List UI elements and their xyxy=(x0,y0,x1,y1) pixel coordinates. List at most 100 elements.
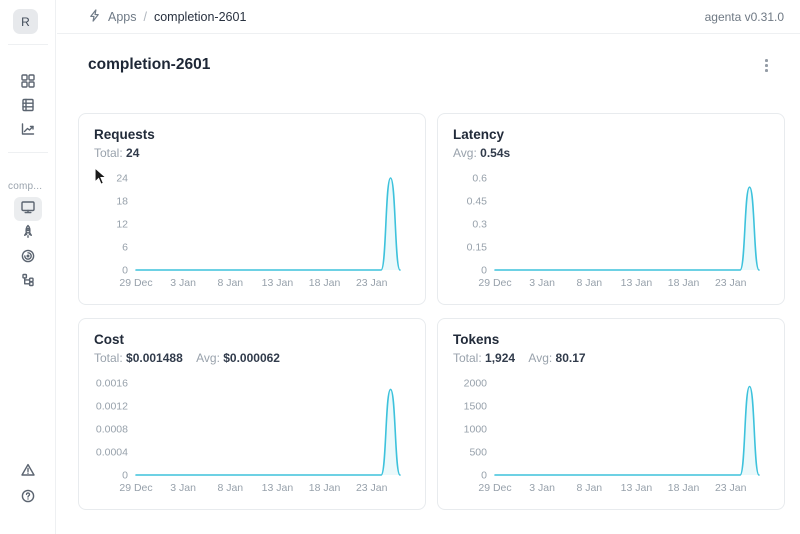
card-title: Requests xyxy=(94,127,155,142)
y-tick-label: 0 xyxy=(481,265,487,277)
y-tick-label: 500 xyxy=(469,447,487,459)
sidebar-item-registry[interactable] xyxy=(14,95,42,119)
rocket-icon xyxy=(20,224,36,245)
x-tick-label: 3 Jan xyxy=(170,482,196,494)
x-tick-label: 23 Jan xyxy=(715,482,747,494)
grid-icon xyxy=(20,73,36,94)
y-tick-label: 0.15 xyxy=(467,242,488,254)
x-tick-label: 23 Jan xyxy=(356,277,388,289)
x-tick-label: 23 Jan xyxy=(715,277,747,289)
alert-triangle-icon xyxy=(20,462,36,483)
card-title: Latency xyxy=(453,127,505,142)
series-line xyxy=(135,177,401,271)
charts-grid: Requests Total: 24 0 6 12 18 24 29 Dec 3 Jan 8 … xyxy=(78,113,785,510)
y-tick-label: 18 xyxy=(116,196,128,208)
breadcrumb-current: completion-2601 xyxy=(153,9,247,24)
chart-svg: 0 6 12 18 24 29 Dec 3 Jan 8 Jan 13 Jan 18 Jan 23 J… xyxy=(116,173,401,289)
x-tick-label: 18 Jan xyxy=(668,482,700,494)
x-tick-label: 3 Jan xyxy=(170,277,196,289)
y-tick-label: 0.0016 xyxy=(96,378,128,390)
x-tick-label: 23 Jan xyxy=(356,482,388,494)
x-tick-label: 8 Jan xyxy=(217,482,243,494)
page-title: completion-2601 xyxy=(88,56,211,74)
tokens-card: Tokens Total: 1,924 Avg: 80.17 0 500 1000 1… xyxy=(437,318,785,510)
x-tick-label: 13 Jan xyxy=(621,277,653,289)
monitor-icon xyxy=(20,199,36,220)
swirl-icon xyxy=(20,248,36,269)
tree-icon xyxy=(20,272,36,293)
card-stats: Total: $0.001488 Avg: $0.000062 xyxy=(94,350,410,366)
series-line xyxy=(135,388,401,476)
y-tick-label: 6 xyxy=(122,242,128,254)
sidebar-item-analytics[interactable] xyxy=(14,119,42,143)
top-header: Apps / completion-2601 agenta v0.31.0 xyxy=(57,0,800,34)
y-tick-label: 24 xyxy=(116,173,128,185)
x-tick-label: 13 Jan xyxy=(262,482,294,494)
x-tick-label: 8 Jan xyxy=(576,482,602,494)
stat-value: $0.000062 xyxy=(223,351,280,365)
x-tick-label: 29 Dec xyxy=(119,482,152,494)
sidebar-item-apps[interactable] xyxy=(14,71,42,95)
app-version-label: agenta v0.31.0 xyxy=(704,9,784,24)
requests-card: Requests Total: 24 0 6 12 18 24 29 Dec 3 Jan 8 … xyxy=(78,113,426,305)
stat-label: Total: xyxy=(94,351,123,365)
x-tick-label: 3 Jan xyxy=(529,482,555,494)
sidebar-item-alerts[interactable] xyxy=(14,460,42,484)
x-tick-label: 8 Jan xyxy=(576,277,602,289)
series-line xyxy=(494,186,760,271)
latency-chart[interactable]: 0 0.15 0.3 0.45 0.6 29 Dec 3 Jan 8 Jan 13 Jan 18 … xyxy=(453,165,769,293)
series-area xyxy=(495,386,759,475)
stat-value: 1,924 xyxy=(485,351,516,365)
latency-card: Latency Avg: 0.54s 0 0.15 0.3 0.45 0.6 29 Dec… xyxy=(437,113,785,305)
stat-label: Avg: xyxy=(528,351,553,365)
stat-label: Total: xyxy=(453,351,482,365)
x-tick-label: 13 Jan xyxy=(621,482,653,494)
card-stats: Total: 24 xyxy=(94,145,410,161)
breadcrumb-apps-link[interactable]: Apps xyxy=(108,9,137,24)
cost-chart[interactable]: 0 0.0004 0.0008 0.0012 0.0016 29 Dec 3 Jan 8 Ja… xyxy=(94,370,410,498)
y-tick-label: 0 xyxy=(122,265,128,277)
stat-value: 0.54s xyxy=(480,146,511,160)
table-icon xyxy=(20,97,36,118)
chart-svg: 0 500 1000 1500 2000 29 Dec 3 Jan 8 Jan 13 Jan 18… xyxy=(464,378,760,494)
x-tick-label: 18 Jan xyxy=(668,277,700,289)
sidebar-item-observability[interactable] xyxy=(14,246,42,270)
main-content: completion-2601 Requests Total: 24 0 6 12 1… xyxy=(57,35,800,534)
sidebar-item-overview[interactable] xyxy=(14,197,42,221)
workspace-avatar[interactable]: R xyxy=(13,9,38,34)
y-tick-label: 2000 xyxy=(464,378,488,390)
y-tick-label: 1500 xyxy=(464,401,488,413)
series-area xyxy=(136,178,400,270)
sidebar: R comp... xyxy=(0,0,56,534)
sidebar-item-deploy[interactable] xyxy=(14,222,42,246)
chart-svg: 0 0.0004 0.0008 0.0012 0.0016 29 Dec 3 Jan 8 Ja… xyxy=(96,378,401,494)
bolt-icon xyxy=(88,8,101,25)
breadcrumb: Apps / completion-2601 xyxy=(88,8,247,25)
series-line xyxy=(494,385,760,476)
requests-chart[interactable]: 0 6 12 18 24 29 Dec 3 Jan 8 Jan 13 Jan 18 Jan 23 J… xyxy=(94,165,410,293)
chart-svg: 0 0.15 0.3 0.45 0.6 29 Dec 3 Jan 8 Jan 13 Jan 18 … xyxy=(467,173,760,289)
card-stats: Total: 1,924 Avg: 80.17 xyxy=(453,350,769,366)
x-tick-label: 18 Jan xyxy=(309,482,341,494)
kebab-menu-icon[interactable] xyxy=(759,55,774,76)
stat-value: 80.17 xyxy=(555,351,586,365)
y-tick-label: 0.0012 xyxy=(96,401,128,413)
sidebar-item-help[interactable] xyxy=(14,486,42,510)
card-stats: Avg: 0.54s xyxy=(453,145,769,161)
series-area xyxy=(495,187,759,270)
y-tick-label: 0 xyxy=(122,470,128,482)
x-tick-label: 29 Dec xyxy=(478,482,511,494)
series-area xyxy=(136,389,400,475)
y-tick-label: 0.0008 xyxy=(96,424,128,436)
stat-label: Avg: xyxy=(196,351,220,365)
tokens-chart[interactable]: 0 500 1000 1500 2000 29 Dec 3 Jan 8 Jan 13 Jan 18… xyxy=(453,370,769,498)
y-tick-label: 0.6 xyxy=(472,173,487,185)
x-tick-label: 13 Jan xyxy=(262,277,294,289)
x-tick-label: 18 Jan xyxy=(309,277,341,289)
cost-card: Cost Total: $0.001488 Avg: $0.000062 0 0.… xyxy=(78,318,426,510)
y-tick-label: 0.0004 xyxy=(96,447,128,459)
sidebar-item-traces[interactable] xyxy=(14,270,42,294)
sidebar-divider xyxy=(8,152,48,153)
sidebar-app-label: comp... xyxy=(8,181,43,192)
x-tick-label: 8 Jan xyxy=(217,277,243,289)
